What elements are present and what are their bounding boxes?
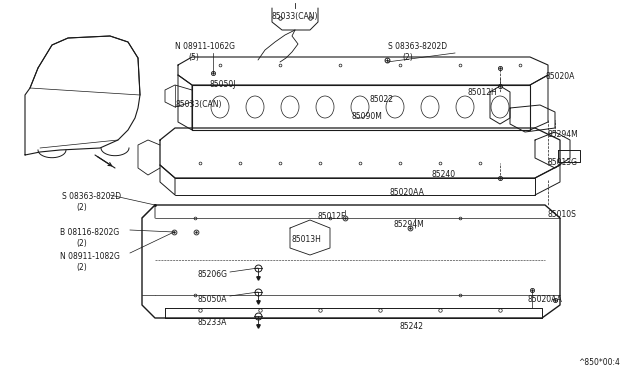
Text: 85010S: 85010S bbox=[548, 210, 577, 219]
Text: 85013H: 85013H bbox=[292, 235, 322, 244]
Text: 85242: 85242 bbox=[400, 322, 424, 331]
Text: (2): (2) bbox=[76, 203, 87, 212]
Text: 85294M: 85294M bbox=[393, 220, 424, 229]
Text: 85090M: 85090M bbox=[352, 112, 383, 121]
Text: 85012H: 85012H bbox=[468, 88, 498, 97]
Text: 85020AA: 85020AA bbox=[390, 188, 425, 197]
Text: (2): (2) bbox=[76, 239, 87, 248]
Text: S 08363-8202D: S 08363-8202D bbox=[388, 42, 447, 51]
Text: B 08116-8202G: B 08116-8202G bbox=[60, 228, 119, 237]
Text: 85033(CAN): 85033(CAN) bbox=[272, 12, 318, 21]
Text: N 08911-1082G: N 08911-1082G bbox=[60, 252, 120, 261]
Text: 85022: 85022 bbox=[370, 95, 394, 104]
Text: 85240: 85240 bbox=[432, 170, 456, 179]
Text: 85206G: 85206G bbox=[198, 270, 228, 279]
Text: (2): (2) bbox=[402, 53, 413, 62]
Text: (5): (5) bbox=[188, 53, 199, 62]
Text: 85050J: 85050J bbox=[210, 80, 237, 89]
Text: 85012F: 85012F bbox=[318, 212, 346, 221]
Text: 85020AA: 85020AA bbox=[527, 295, 562, 304]
Text: N 08911-1062G: N 08911-1062G bbox=[175, 42, 235, 51]
Text: S 08363-8202D: S 08363-8202D bbox=[62, 192, 121, 201]
Text: 85233A: 85233A bbox=[198, 318, 227, 327]
Text: ^850*00:4: ^850*00:4 bbox=[578, 358, 620, 367]
Text: 85050A: 85050A bbox=[198, 295, 227, 304]
Text: 85020A: 85020A bbox=[546, 72, 575, 81]
Text: (2): (2) bbox=[76, 263, 87, 272]
Text: 85033(CAN): 85033(CAN) bbox=[175, 100, 221, 109]
Text: 85294M: 85294M bbox=[548, 130, 579, 139]
Text: 85013G: 85013G bbox=[548, 158, 578, 167]
